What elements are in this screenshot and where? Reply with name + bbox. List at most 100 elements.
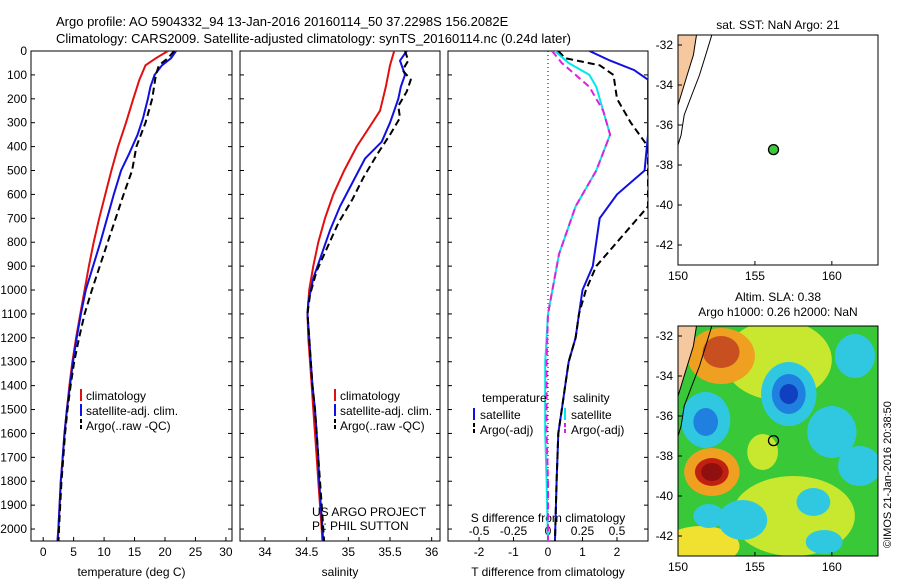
x-tick-label: 5 xyxy=(70,545,77,559)
x-tick-label: -2 xyxy=(474,545,485,559)
y-tick-label: -32 xyxy=(656,38,674,52)
annotation-line: PI: PHIL SUTTON xyxy=(312,519,409,533)
y-tick-label: 1800 xyxy=(0,474,27,488)
sla-anomaly-blob xyxy=(747,434,778,470)
x-tick-label: 10 xyxy=(97,545,111,559)
x-tick-label: 160 xyxy=(822,269,842,283)
series-line-argo-raw-qc- xyxy=(57,51,175,541)
y-tick-label: 700 xyxy=(7,211,27,225)
y-tick-label: -42 xyxy=(656,529,674,543)
sla-anomaly-blob xyxy=(701,463,723,481)
legend-label: satellite xyxy=(571,408,612,422)
map-title: Altim. SLA: 0.38 xyxy=(735,290,821,304)
y-tick-label: 1300 xyxy=(0,355,27,369)
depth-contour xyxy=(678,326,713,438)
sla-anomaly-blob xyxy=(693,408,718,436)
map-title: sat. SST: NaN Argo: 21 xyxy=(716,18,840,32)
x-tick-label: 20 xyxy=(158,545,172,559)
temperature-panel: 0100200300400500600700800900100011001200… xyxy=(0,44,233,579)
y-tick-label: 800 xyxy=(7,235,27,249)
x-tick-label: 160 xyxy=(822,560,842,574)
x-axis-label: temperature (deg C) xyxy=(77,565,185,579)
series-line-argo-raw-qc- xyxy=(306,51,412,541)
depth-contour xyxy=(678,35,713,147)
x-tick-label: 0 xyxy=(40,545,47,559)
sla-anomaly-blob xyxy=(779,384,798,404)
map-title: Argo h1000: 0.26 h2000: NaN xyxy=(698,305,857,319)
imos-watermark: ©IMOS 21-Jan-2016 20:38:50 xyxy=(882,401,894,548)
series-line-climatology xyxy=(306,51,396,541)
land-area xyxy=(678,326,698,556)
x-tick-label: 155 xyxy=(745,560,765,574)
y-tick-label: -42 xyxy=(656,238,674,252)
y-tick-label: 1400 xyxy=(0,379,27,393)
y-tick-label: -32 xyxy=(656,329,674,343)
series-line-argo-adj- xyxy=(553,51,648,541)
sst-map-panel: -32 -34 -36 -38 -40 -42 150 155 160 sat. SST: NaN… xyxy=(656,18,879,283)
legend-label: Argo(-adj) xyxy=(480,423,533,437)
header-line-2: Climatology: CARS2009. Satellite-adjuste… xyxy=(56,31,571,46)
y-tick-label: 300 xyxy=(7,116,27,130)
y-tick-label: 100 xyxy=(7,68,27,82)
x-tick-label: 35 xyxy=(342,545,356,559)
x-tick-label: 34 xyxy=(258,545,272,559)
legend-label: satellite-adj. clim. xyxy=(340,404,432,418)
argo-position-marker xyxy=(767,434,780,447)
sla-map-panel: -32 -34 -36 -38 -40 -42 150 155 160 Altim. SLA: 0… xyxy=(656,290,879,574)
y-tick-label: -34 xyxy=(656,369,674,383)
sla-anomaly-blob xyxy=(718,500,768,540)
y-tick-label: 1200 xyxy=(0,331,27,345)
x-tick-label: 2 xyxy=(614,545,621,559)
y-tick-label: 1000 xyxy=(0,283,27,297)
y-tick-label: 2000 xyxy=(0,522,27,536)
x-tick-label: 1 xyxy=(579,545,586,559)
y-tick-label: 200 xyxy=(7,92,27,106)
sla-anomaly-blob xyxy=(834,334,875,378)
y-tick-label: -36 xyxy=(656,118,674,132)
y-tick-label: 900 xyxy=(7,259,27,273)
sla-anomaly-blob xyxy=(693,504,725,528)
map-body xyxy=(678,326,878,556)
y-tick-label: 400 xyxy=(7,140,27,154)
top-tick-label: 0.5 xyxy=(609,524,626,538)
x-tick-label: 150 xyxy=(668,269,688,283)
legend-label: Argo(..raw -QC) xyxy=(86,419,171,433)
x-tick-label: 35.5 xyxy=(378,545,402,559)
x-tick-label: 155 xyxy=(745,269,765,283)
y-tick-label: 1700 xyxy=(0,450,27,464)
y-tick-label: -40 xyxy=(656,198,674,212)
top-tick-label: -0.25 xyxy=(500,524,528,538)
sla-anomaly-blob xyxy=(702,336,740,368)
y-tick-label: -38 xyxy=(656,449,674,463)
y-tick-label: 1600 xyxy=(0,426,27,440)
x-tick-label: 34.5 xyxy=(295,545,319,559)
x-tick-label: -1 xyxy=(508,545,519,559)
y-tick-label: 500 xyxy=(7,164,27,178)
x-tick-label: 30 xyxy=(219,545,233,559)
x-tick-label: 36 xyxy=(425,545,439,559)
series-line-argo-adj- xyxy=(545,51,612,541)
sla-anomaly-blob xyxy=(805,530,843,554)
legend-title: temperature xyxy=(482,391,547,405)
y-tick-label: -36 xyxy=(656,409,674,423)
series-group xyxy=(544,51,648,541)
legend-label: climatology xyxy=(340,389,400,403)
series-group xyxy=(306,51,412,541)
top-tick-label: 0.25 xyxy=(571,524,595,538)
plot-frame xyxy=(239,50,441,542)
series-line-satellite xyxy=(544,51,612,541)
x-tick-label: 25 xyxy=(189,545,203,559)
x-axis-label: T difference from climatology xyxy=(471,565,625,579)
x-tick-label: 0 xyxy=(545,545,552,559)
sla-anomaly-blob xyxy=(796,488,831,516)
legend-title: salinity xyxy=(573,391,610,405)
legend-label: satellite xyxy=(480,408,521,422)
legend-label: Argo(-adj) xyxy=(571,423,624,437)
y-tick-label: -34 xyxy=(656,78,674,92)
map-body xyxy=(678,35,878,265)
land-area xyxy=(678,35,698,265)
x-tick-label: 150 xyxy=(668,560,688,574)
legend-label: satellite-adj. clim. xyxy=(86,404,178,418)
x-tick-label: 15 xyxy=(128,545,142,559)
